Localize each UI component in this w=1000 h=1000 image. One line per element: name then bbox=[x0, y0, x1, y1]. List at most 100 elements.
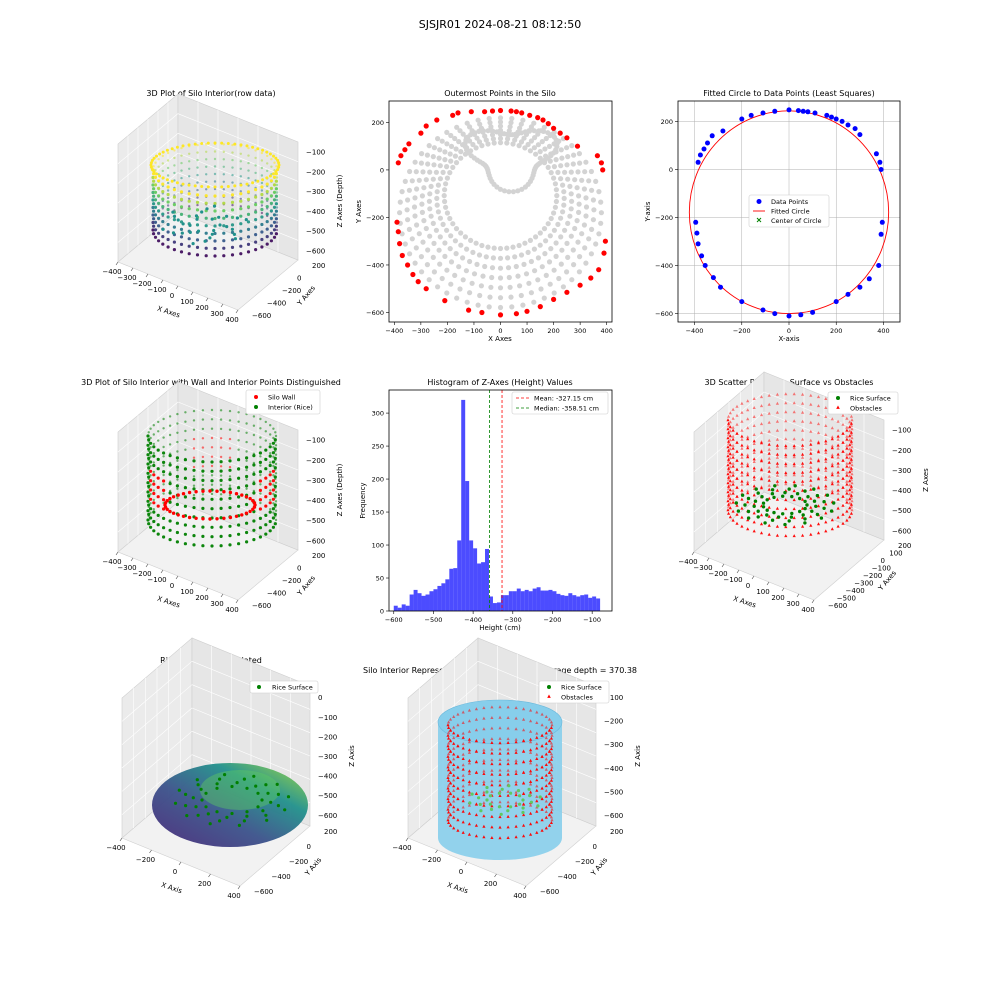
data-point bbox=[709, 133, 715, 139]
hist-bar bbox=[536, 587, 541, 611]
silo-point bbox=[152, 217, 156, 221]
outer-point bbox=[596, 267, 602, 273]
grey-point bbox=[569, 198, 575, 204]
rice-point bbox=[765, 508, 769, 512]
obstacle-point bbox=[446, 807, 450, 811]
silo-point bbox=[152, 165, 155, 168]
wall-point bbox=[248, 509, 252, 514]
silo-point bbox=[274, 202, 278, 206]
silo-point bbox=[192, 447, 196, 450]
grey-point bbox=[418, 160, 424, 166]
silo-point bbox=[149, 511, 152, 514]
silo-point bbox=[210, 479, 214, 483]
rice-point bbox=[756, 509, 760, 513]
silo-point bbox=[184, 420, 187, 423]
obstacle-point bbox=[752, 493, 756, 497]
panel-title: 3D Plot of Silo Interior with Wall and I… bbox=[81, 378, 341, 387]
obstacle-point bbox=[731, 416, 735, 420]
obstacle-point bbox=[535, 799, 539, 803]
obstacle-point bbox=[849, 475, 853, 479]
rice-point bbox=[509, 791, 513, 795]
obstacle-point bbox=[740, 524, 744, 528]
x-axis-label: X-axis bbox=[779, 335, 800, 343]
grey-point bbox=[546, 259, 553, 265]
obstacle-point bbox=[849, 493, 853, 497]
silo-point bbox=[176, 440, 179, 444]
silo-point bbox=[247, 169, 250, 172]
grey-point bbox=[547, 281, 553, 287]
wall-point bbox=[215, 517, 219, 521]
obstacle-point bbox=[740, 488, 744, 492]
grey-point bbox=[444, 175, 450, 181]
rice-point bbox=[497, 805, 501, 809]
obstacle-point bbox=[845, 479, 849, 483]
rice-point bbox=[810, 509, 814, 513]
obstacle-point bbox=[759, 513, 764, 517]
silo-point bbox=[162, 455, 165, 458]
hist-bar bbox=[453, 568, 458, 611]
y-tick-label: 100 bbox=[372, 542, 384, 550]
silo-point bbox=[246, 242, 251, 246]
silo-point bbox=[147, 447, 151, 451]
obstacle-point bbox=[728, 501, 732, 505]
obstacle-point bbox=[549, 720, 553, 724]
grey-point bbox=[423, 225, 429, 232]
interior-point bbox=[171, 231, 176, 235]
obstacle-point bbox=[767, 514, 771, 518]
grey-point bbox=[435, 284, 441, 290]
z-tick-label: −200 bbox=[892, 447, 911, 455]
x-axis-label: X Axes bbox=[732, 595, 757, 610]
grey-point bbox=[543, 135, 549, 142]
silo-point bbox=[274, 217, 278, 221]
obstacle-point bbox=[728, 506, 732, 510]
obstacle-point bbox=[528, 769, 533, 773]
hist-bar bbox=[393, 605, 398, 611]
interior-point bbox=[233, 237, 237, 241]
hist-bar bbox=[417, 593, 422, 611]
silo-point bbox=[259, 501, 262, 505]
grey-point bbox=[517, 125, 523, 131]
grey-point bbox=[516, 242, 522, 249]
obstacle-point bbox=[809, 478, 813, 482]
silo-point bbox=[213, 231, 217, 236]
silo-top-point bbox=[193, 142, 197, 146]
obstacle-point bbox=[784, 446, 788, 450]
outer-point bbox=[588, 275, 594, 281]
silo-point bbox=[153, 183, 158, 187]
obstacle-point bbox=[550, 733, 554, 737]
grey-point bbox=[419, 269, 425, 275]
silo-point bbox=[153, 228, 158, 232]
rice-point bbox=[763, 521, 767, 525]
silo-point bbox=[258, 507, 262, 511]
obstacle-point bbox=[490, 747, 494, 751]
x-tick-label: −400 bbox=[385, 327, 403, 335]
obstacle-point bbox=[809, 420, 813, 424]
legend-label: Data Points bbox=[771, 198, 809, 206]
obstacle-point bbox=[848, 420, 852, 424]
x-tick-label: −200 bbox=[422, 856, 441, 864]
silo-point bbox=[222, 231, 226, 235]
x-tick bbox=[130, 557, 134, 562]
z-tick-label: −500 bbox=[306, 228, 325, 236]
grey-point bbox=[553, 253, 559, 259]
obstacle-point bbox=[848, 492, 852, 496]
obstacle-point bbox=[490, 789, 494, 793]
obstacle-point bbox=[514, 716, 518, 720]
interior-point bbox=[212, 228, 216, 233]
obstacle-point bbox=[467, 811, 471, 815]
obstacle-point bbox=[775, 401, 779, 405]
grey-point bbox=[552, 181, 559, 187]
grey-point bbox=[576, 193, 582, 199]
grey-point bbox=[568, 206, 574, 212]
silo-point bbox=[149, 455, 152, 458]
silo-point bbox=[268, 501, 272, 505]
hist-bar bbox=[572, 595, 577, 611]
obstacle-point bbox=[521, 749, 526, 753]
grey-point bbox=[579, 177, 585, 183]
grey-point bbox=[435, 182, 441, 188]
obstacle-point bbox=[784, 401, 788, 405]
obstacle-point bbox=[809, 460, 813, 464]
rice-point bbox=[736, 509, 741, 513]
data-point bbox=[772, 108, 778, 114]
